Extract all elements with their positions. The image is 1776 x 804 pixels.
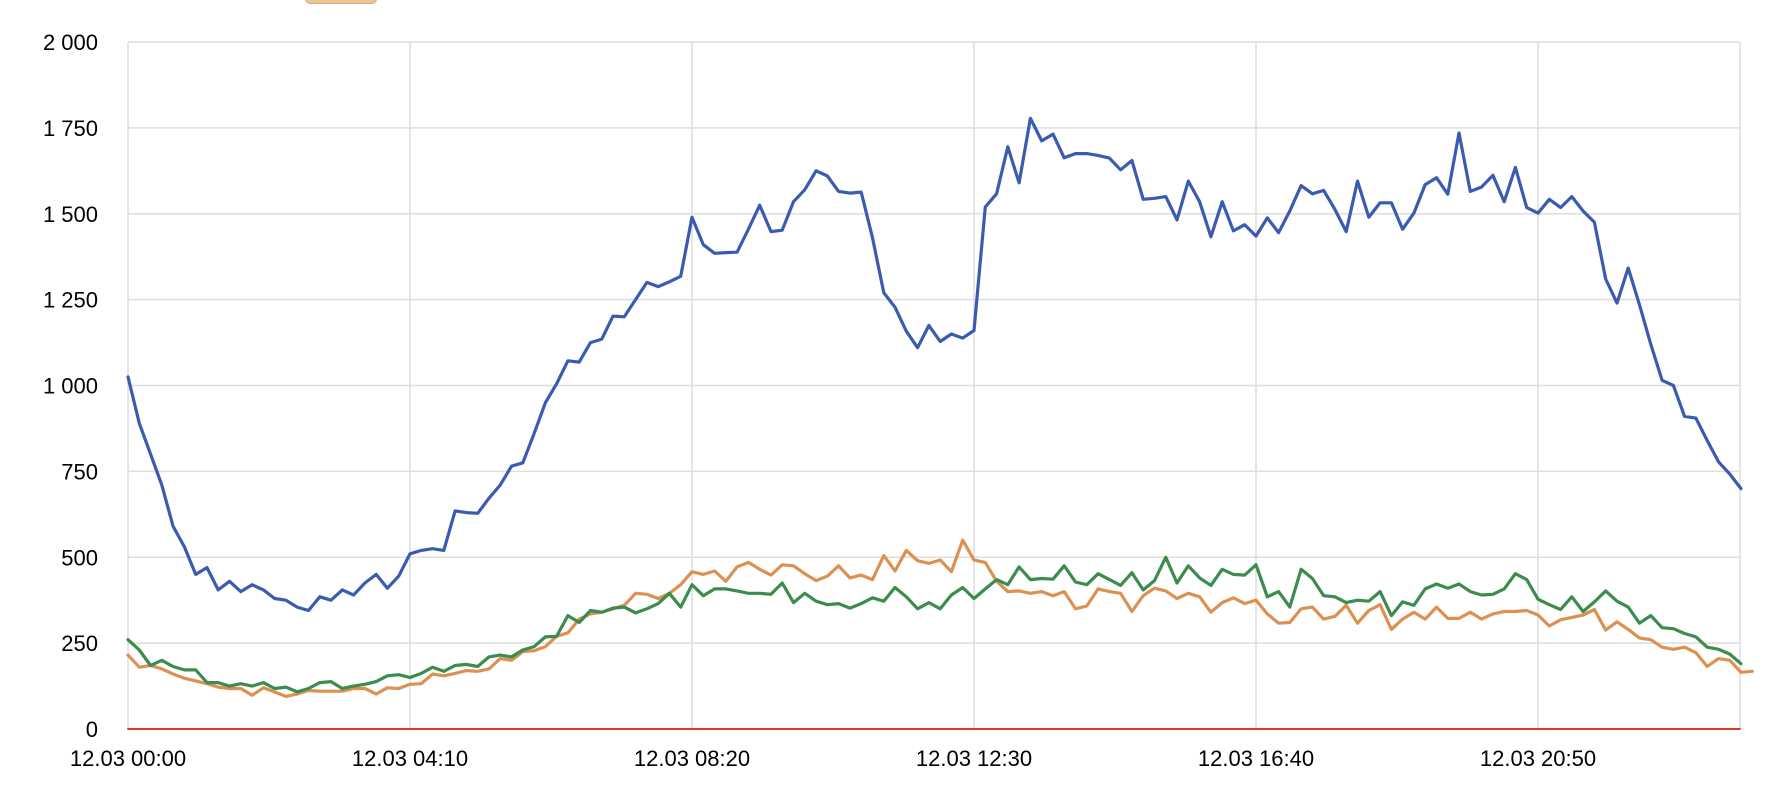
series-line-2 [126, 538, 1754, 699]
y-tick-label: 750 [61, 459, 98, 484]
y-tick-label: 0 [86, 717, 98, 742]
y-tick-label: 1 750 [43, 116, 98, 141]
y-tick-label: 250 [61, 631, 98, 656]
y-tick-label: 1 500 [43, 202, 98, 227]
x-tick-label: 12.03 04:10 [352, 746, 468, 771]
y-axis-tick-labels: 0 250 500 750 1 000 1 250 1 500 1 750 2 000 [43, 30, 98, 742]
series-line-1 [126, 116, 1743, 613]
y-tick-label: 2 000 [43, 30, 98, 55]
y-tick-label: 500 [61, 545, 98, 570]
series-line-3 [126, 555, 1743, 694]
y-tick-label: 1 250 [43, 288, 98, 313]
chart-grid [127, 41, 1741, 730]
x-tick-label: 12.03 20:50 [1480, 746, 1596, 771]
x-tick-label: 12.03 08:20 [634, 746, 750, 771]
x-axis-tick-labels: 12.03 00:00 12.03 04:10 12.03 08:20 12.03 1… [70, 746, 1596, 771]
y-tick-label: 1 000 [43, 374, 98, 399]
x-tick-label: 12.03 16:40 [1198, 746, 1314, 771]
chart-series [126, 116, 1754, 730]
x-tick-label: 12.03 00:00 [70, 746, 186, 771]
x-tick-label: 12.03 12:30 [916, 746, 1032, 771]
